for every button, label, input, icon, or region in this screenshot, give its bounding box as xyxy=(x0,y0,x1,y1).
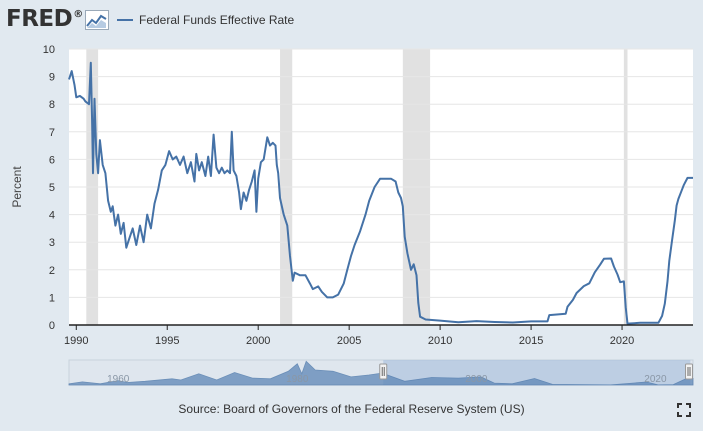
x-tick-label: 2000 xyxy=(246,335,270,347)
series-layer xyxy=(68,61,693,325)
y-tick-label: 10 xyxy=(43,44,55,56)
source-caption: Source: Board of Governors of the Federa… xyxy=(178,402,525,416)
grid-lines xyxy=(69,48,693,298)
fred-chart-icon xyxy=(85,10,110,30)
legend-series-label: Federal Funds Effective Rate xyxy=(139,13,295,27)
navigator-tick-label: 2020 xyxy=(644,374,667,385)
range-navigator[interactable]: 1960 1980 2000 2020 xyxy=(68,359,694,386)
y-tick-label: 0 xyxy=(49,320,55,332)
y-axis-label: Percent xyxy=(10,166,24,208)
x-tick-label: 1990 xyxy=(64,335,88,347)
x-tick-label: 2005 xyxy=(337,335,361,347)
x-tick-label: 1995 xyxy=(155,335,179,347)
navigator-tick-label: 2000 xyxy=(465,374,488,385)
navigator-tick-label: 1980 xyxy=(286,374,309,385)
y-tick-label: 9 xyxy=(49,72,55,84)
fullscreen-icon[interactable] xyxy=(677,403,691,417)
y-tick-label: 6 xyxy=(49,154,55,166)
navigator-handle[interactable] xyxy=(379,363,388,380)
navigator-handle-grip xyxy=(379,363,388,380)
navigator-handle[interactable] xyxy=(685,363,693,380)
legend-series-swatch xyxy=(117,19,133,21)
y-tick-label: 3 xyxy=(49,237,55,249)
y-tick-labels: 0 1 2 3 4 5 6 7 8 9 10 xyxy=(43,44,55,332)
x-tick-labels: 1990 1995 2000 2005 2010 2015 2020 xyxy=(64,325,634,347)
chart-header: FRED ® Federal Funds Effective Rate xyxy=(0,0,703,40)
x-tick-label: 2020 xyxy=(610,335,634,347)
chart-legend[interactable]: Federal Funds Effective Rate xyxy=(117,11,294,29)
fred-logo[interactable]: FRED ® xyxy=(6,6,110,32)
y-tick-label: 7 xyxy=(49,127,55,139)
y-tick-label: 8 xyxy=(49,99,55,111)
x-tick-label: 2015 xyxy=(519,335,543,347)
y-tick-label: 2 xyxy=(49,265,55,277)
series-line xyxy=(68,61,693,325)
y-tick-label: 1 xyxy=(49,292,55,304)
navigator-tick-label: 1960 xyxy=(107,374,130,385)
y-tick-label: 5 xyxy=(49,182,55,194)
fred-logo-text: FRED xyxy=(6,6,73,32)
y-tick-label: 4 xyxy=(49,210,55,222)
navigator-series-area xyxy=(68,360,694,386)
navigator-handle-grip xyxy=(685,363,693,380)
registered-mark: ® xyxy=(73,8,84,20)
x-tick-label: 2010 xyxy=(428,335,452,347)
